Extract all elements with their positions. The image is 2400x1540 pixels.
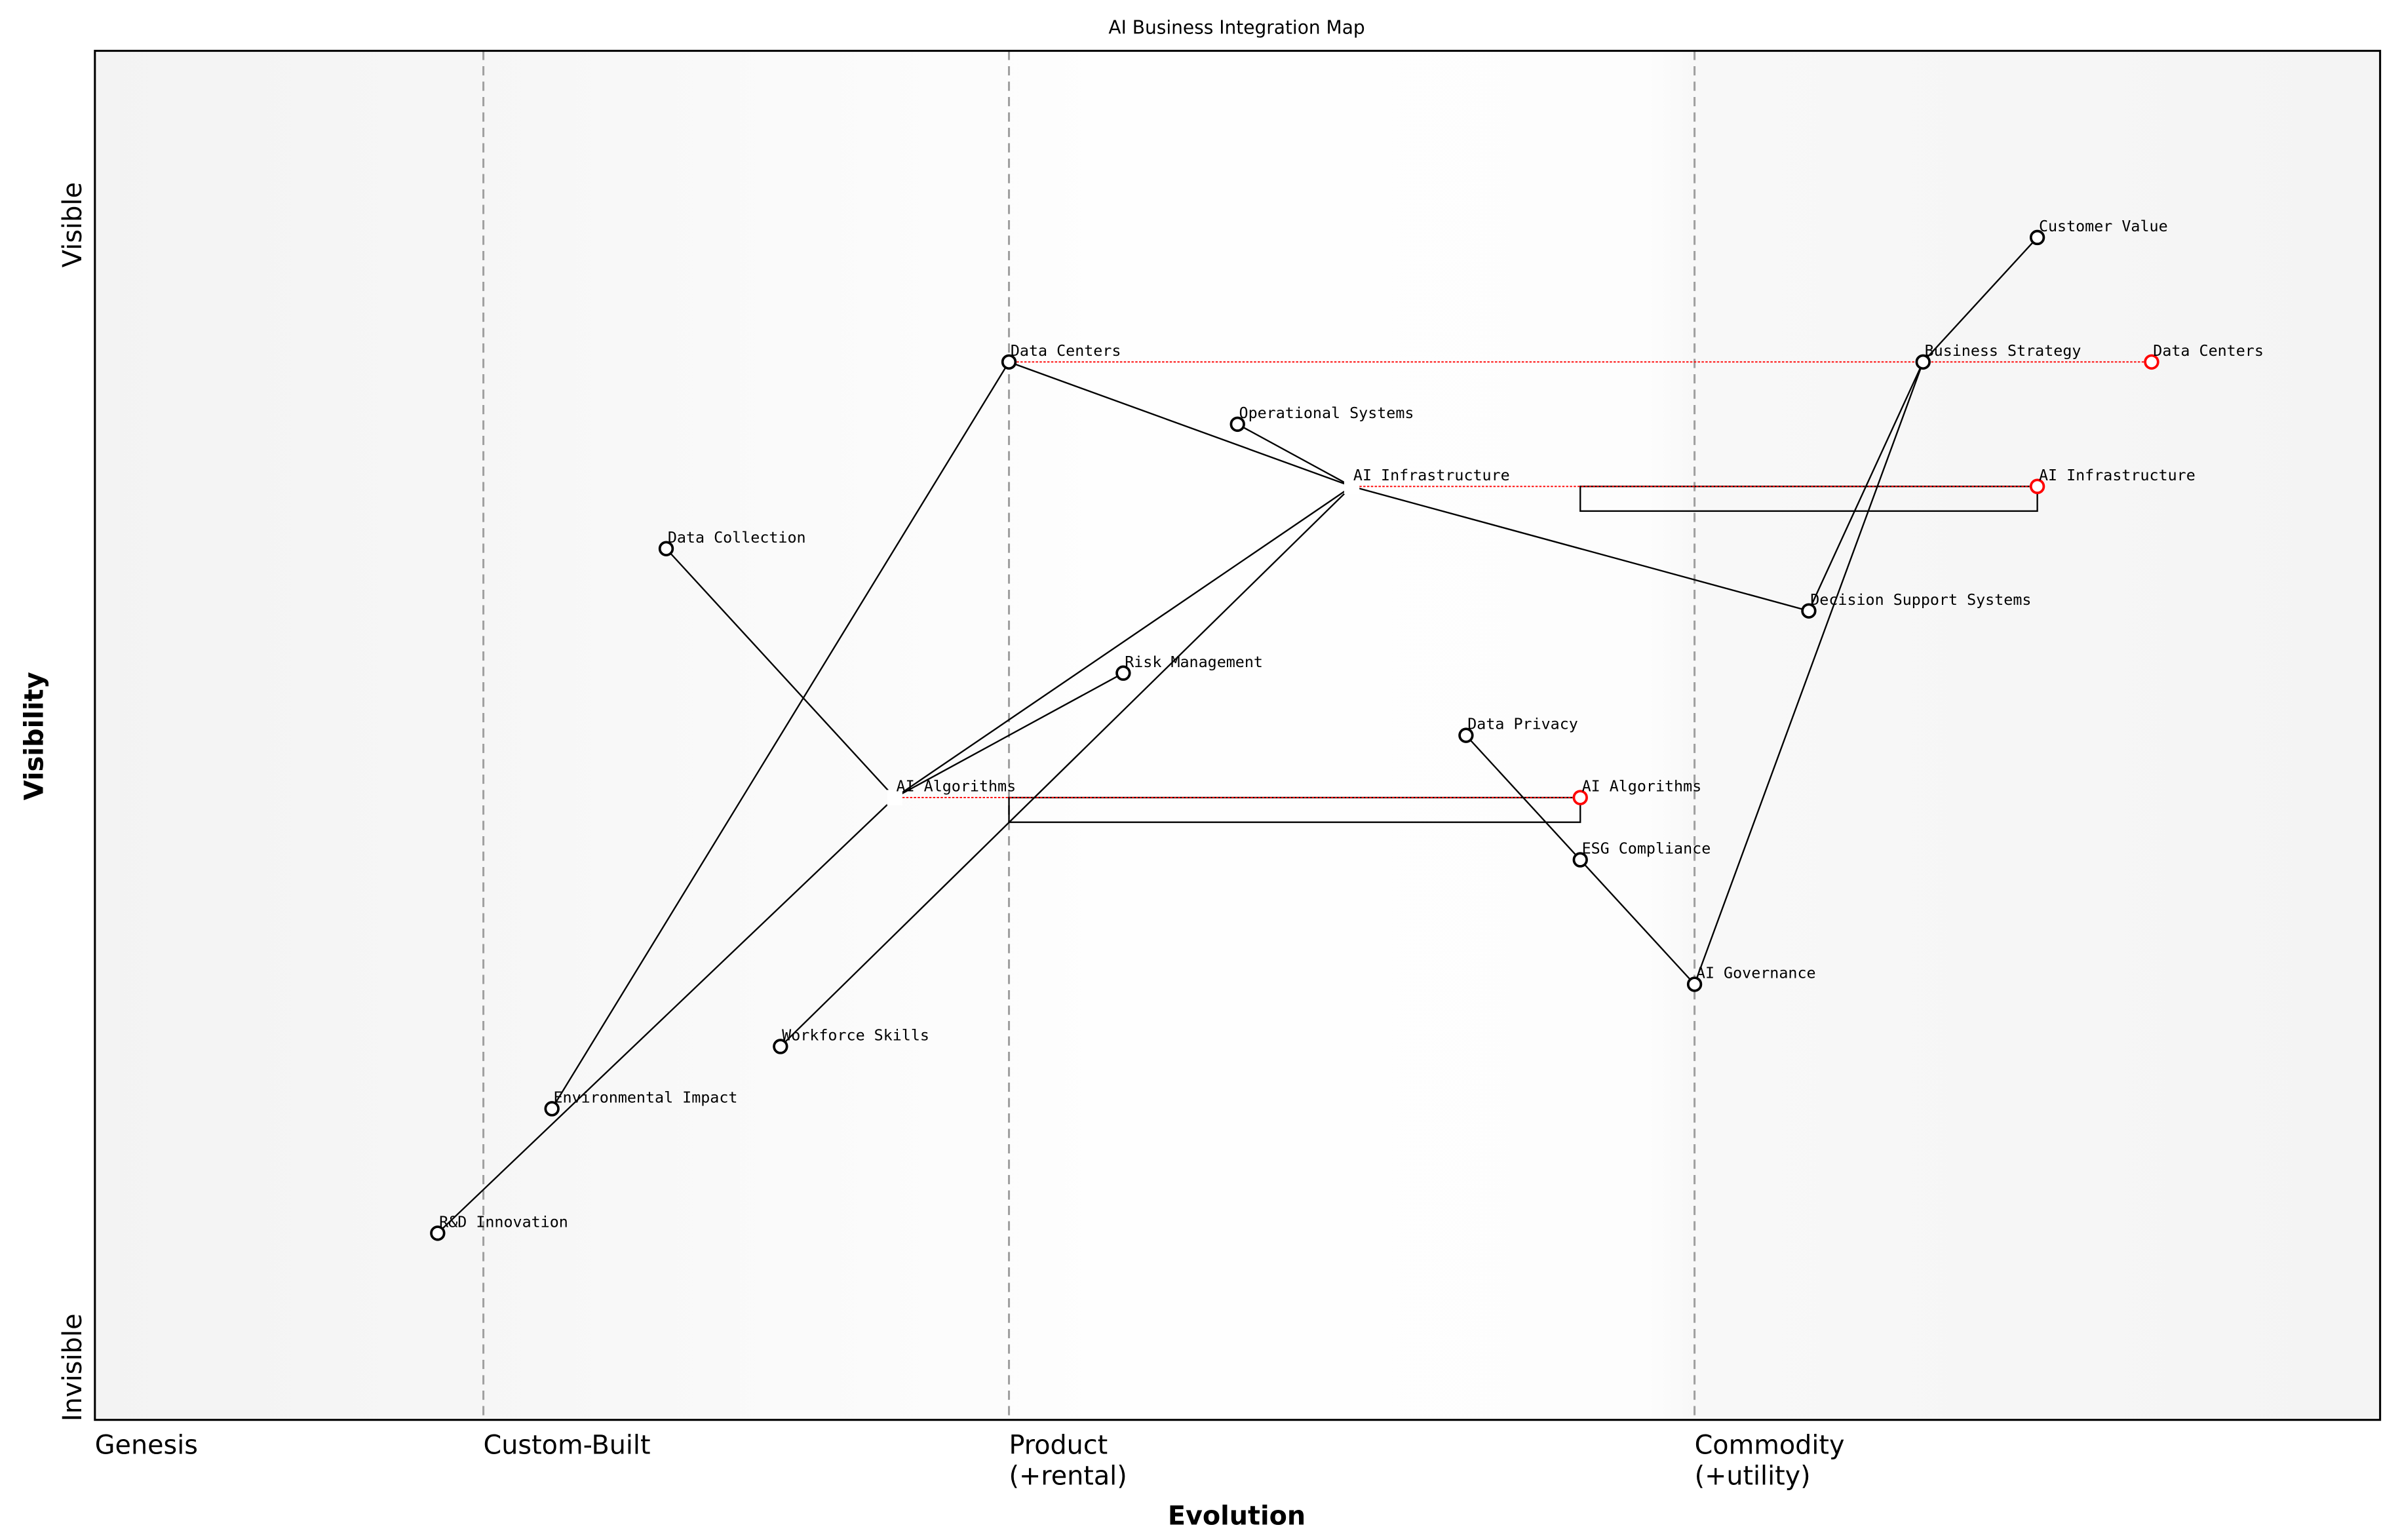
node-marker: [1572, 852, 1588, 868]
node-marker: [1801, 603, 1817, 619]
stage-label: Product (+rental): [1009, 1430, 1127, 1491]
dependency-link: [665, 548, 896, 798]
node-marker: [1686, 976, 1703, 992]
node-label: AI Governance: [1696, 964, 1816, 982]
stage-label: Custom-Built: [484, 1430, 651, 1460]
dependency-link: [1009, 361, 1352, 488]
node-label: Data Privacy: [1467, 715, 1578, 733]
dependency-link: [1237, 423, 1353, 488]
chart-title: AI Business Integration Map: [1108, 17, 1365, 39]
dependency-link: [1579, 859, 1695, 985]
dependency-link: [1465, 735, 1581, 860]
dependency-link: [551, 361, 1010, 1109]
node-label: Operational Systems: [1239, 404, 1414, 422]
node-marker: [1115, 665, 1131, 681]
x-axis-label: Evolution: [1168, 1501, 1306, 1531]
evolved-node-label: AI Infrastructure: [2039, 466, 2196, 484]
evolved-node-marker: [2029, 478, 2045, 495]
node-marker: [1001, 354, 1017, 370]
node-label: Customer Value: [2039, 217, 2168, 235]
y-bottom-label: Invisible: [58, 1313, 88, 1421]
dependency-link: [894, 672, 1124, 799]
node-label: Workforce Skills: [782, 1026, 929, 1044]
dependency-link: [1922, 237, 2038, 363]
node-label: Risk Management: [1125, 653, 1263, 671]
node-marker: [773, 1039, 788, 1054]
stage-label: Commodity (+utility): [1695, 1430, 1845, 1491]
evolved-node-marker: [2144, 354, 2159, 370]
dependency-link: [1808, 361, 1924, 611]
dependency-link: [894, 486, 1353, 799]
node-label: Data Collection: [668, 528, 806, 547]
dependency-link: [1351, 486, 1810, 612]
dependency-link: [1694, 361, 1924, 985]
node-label: Data Centers: [1011, 341, 1121, 360]
node-label: AI Algorithms: [897, 777, 1016, 796]
node-marker: [1915, 354, 1931, 370]
y-top-label: Visible: [58, 182, 88, 267]
node-label: Business Strategy: [1925, 341, 2081, 360]
node-label: Decision Support Systems: [1810, 590, 2031, 609]
stage-label: Genesis: [95, 1430, 198, 1460]
plot-background: [94, 50, 2380, 1420]
node-label: Environmental Impact: [554, 1088, 738, 1106]
node-marker: [658, 541, 674, 556]
node-marker: [1229, 416, 1245, 433]
node-marker: [1458, 727, 1474, 743]
node-marker: [2029, 229, 2045, 246]
node-marker: [430, 1225, 446, 1241]
dependency-link: [780, 486, 1353, 1047]
dependency-link: [437, 797, 895, 1234]
node-marker: [887, 790, 902, 805]
node-label: ESG Compliance: [1582, 839, 1711, 858]
evolved-node-marker: [1572, 790, 1588, 805]
node-label: R&D Innovation: [439, 1212, 568, 1231]
node-label: AI Infrastructure: [1353, 466, 1510, 484]
plot-frame: [94, 50, 2382, 1421]
evolved-node-label: Data Centers: [2153, 341, 2264, 360]
y-axis-label: Visibility: [20, 672, 50, 800]
evolved-node-label: AI Algorithms: [1582, 777, 1702, 796]
node-marker: [1344, 478, 1360, 495]
node-marker: [544, 1101, 560, 1117]
